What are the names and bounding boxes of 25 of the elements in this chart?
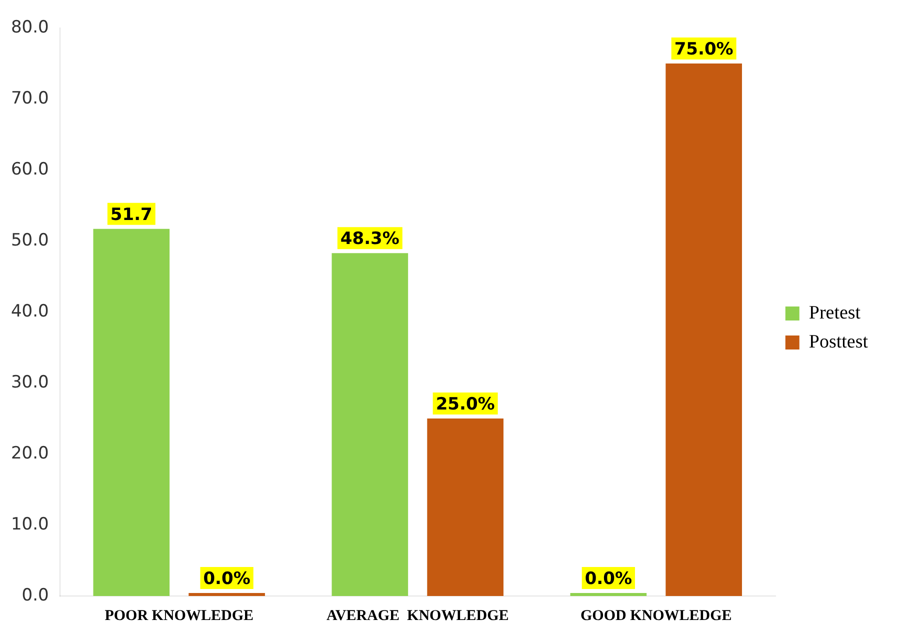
y-tick-label: 30.0 [10,372,49,392]
y-tick-label: 0.0 [22,585,49,606]
bar [332,253,408,596]
y-tick-label: 40.0 [10,301,49,322]
data-label: 51.7 [110,204,152,225]
x-tick-label: AVERAGE KNOWLEDGE [326,608,509,624]
y-tick-label: 10.0 [10,514,49,534]
data-label: 75.0% [674,39,734,60]
y-tick-label: 20.0 [10,443,49,464]
bar [93,228,170,596]
y-tick-label: 80.0 [10,17,49,38]
y-tick-label: 60.0 [10,159,49,180]
bar [188,593,265,596]
data-label: 0.0% [584,568,632,589]
legend-label: Pretest [808,302,862,324]
x-tick-label: GOOD KNOWLEDGE [580,608,732,624]
legend-label: Posttest [808,331,869,352]
bar [570,593,647,596]
data-label: 25.0% [436,394,495,414]
y-tick-label: 50.0 [10,230,49,250]
data-label: 48.3% [340,228,400,249]
x-tick-label: POOR KNOWLEDGE [104,608,254,624]
data-label: 0.0% [203,568,250,589]
y-tick-label: 70.0 [10,88,49,108]
bar [666,64,742,596]
